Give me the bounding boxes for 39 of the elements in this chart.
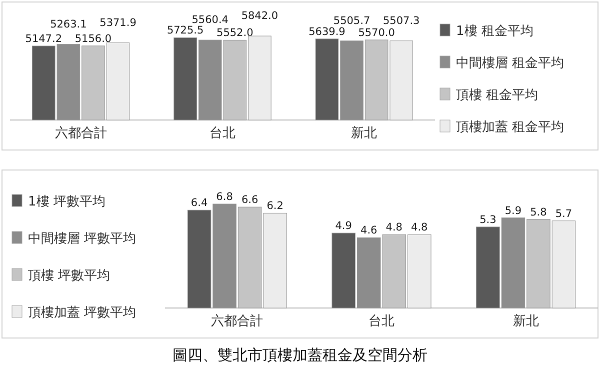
legend-label: 頂樓加蓋 租金平均 — [456, 120, 564, 135]
data-label: 5507.3 — [382, 14, 420, 27]
legend-label: 頂樓 租金平均 — [456, 88, 538, 103]
x-tick-label: 台北 — [368, 314, 394, 329]
text: 圖四、雙北市頂樓加蓋租金及空間分析 — [172, 346, 428, 364]
legend-label: 1樓 租金平均 — [456, 24, 534, 39]
data-label: 6.2 — [266, 200, 284, 212]
data-label: 5.9 — [504, 204, 522, 217]
legend-label: 頂樓加蓋 坪數平均 — [28, 306, 136, 320]
data-label: 5263.1 — [50, 18, 87, 30]
data-label: 6.8 — [216, 191, 233, 203]
x-tick-label: 台北 — [210, 126, 236, 141]
data-label: 4.9 — [335, 220, 352, 232]
legend-label: 中間樓層 坪數平均 — [28, 232, 136, 246]
data-label: 5.3 — [480, 214, 496, 226]
x-tick-label: 六都合計 — [211, 314, 264, 329]
data-label: 6.4 — [190, 197, 208, 210]
data-label: 6.6 — [241, 194, 258, 206]
data-label: 5725.5 — [166, 24, 204, 37]
data-label: 5371.9 — [100, 16, 136, 29]
data-label: 4.8 — [411, 222, 428, 234]
data-label: 5842.0 — [241, 10, 278, 22]
data-label: 5.7 — [555, 208, 572, 220]
data-label: 5.8 — [530, 206, 547, 218]
x-tick-label: 新北 — [512, 314, 539, 329]
legend-label: 頂樓 坪數平均 — [28, 268, 110, 284]
data-label: 4.8 — [386, 222, 402, 234]
data-label: 5147.2 — [25, 32, 62, 45]
data-label: 5570.0 — [358, 26, 395, 39]
data-label: 5156.0 — [74, 32, 112, 45]
data-label: 5560.4 — [192, 14, 229, 26]
data-label: 4.6 — [360, 224, 378, 237]
legend-label: 1樓 坪數平均 — [28, 194, 106, 210]
legend-label: 中間樓層 租金平均 — [456, 56, 564, 71]
data-label: 5552.0 — [216, 27, 254, 40]
data-label: 5505.7 — [333, 14, 370, 27]
x-tick-label: 新北 — [351, 126, 378, 141]
data-label: 5639.9 — [308, 26, 346, 38]
x-tick-label: 六都合計 — [54, 126, 107, 141]
